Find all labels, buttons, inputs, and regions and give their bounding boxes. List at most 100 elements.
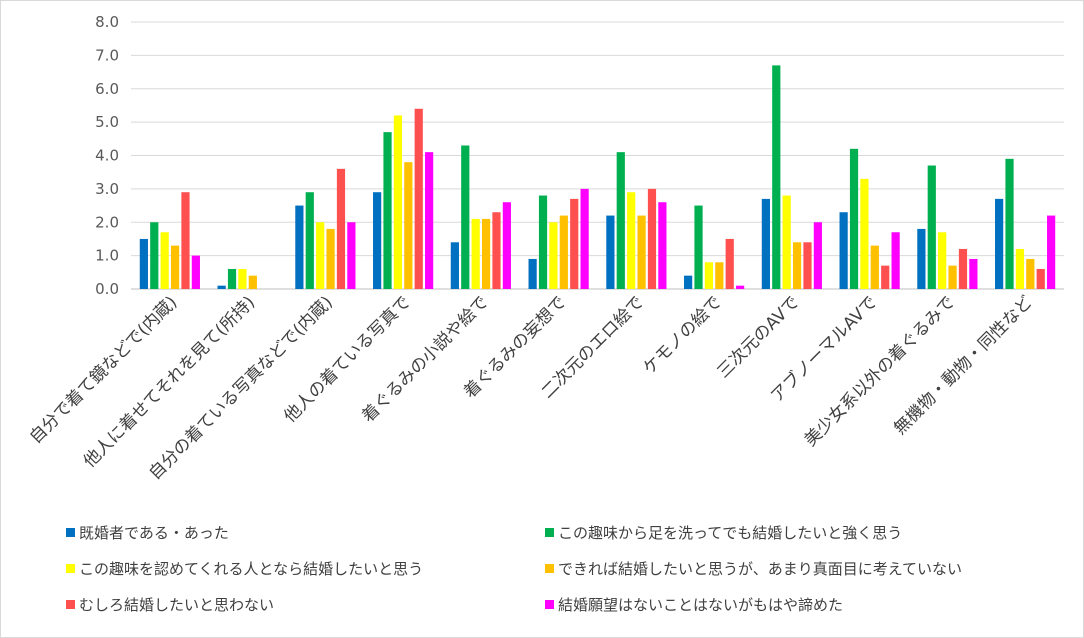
y-tick-label: 5.0 — [95, 113, 119, 131]
bar-series-4 — [792, 242, 802, 289]
bar-series-1 — [139, 238, 148, 289]
bar-series-4 — [326, 228, 335, 289]
bar-series-3 — [238, 268, 247, 289]
bar-series-1 — [373, 192, 382, 289]
y-tick-label: 6.0 — [95, 80, 119, 98]
bar-series-1 — [295, 205, 304, 289]
bar-series-2 — [694, 205, 703, 289]
bar-series-3 — [938, 232, 947, 289]
bar-series-6 — [736, 285, 745, 289]
bar-series-4 — [248, 275, 257, 289]
bar-series-5 — [492, 212, 501, 289]
bar-series-1 — [839, 212, 848, 289]
bar-series-3 — [704, 262, 714, 289]
bar-series-3 — [316, 222, 325, 289]
bar-series-2 — [772, 65, 781, 289]
bar-series-5 — [570, 198, 579, 289]
bar-series-1 — [450, 242, 459, 289]
bar-series-2 — [227, 268, 237, 289]
bar-series-1 — [528, 258, 537, 289]
bar-series-2 — [150, 222, 159, 289]
gridlines — [131, 21, 1064, 290]
bar-series-1 — [606, 215, 615, 289]
category-label: 自分で着て鏡などで(内蔵) — [26, 292, 182, 448]
bar-series-1 — [761, 198, 770, 289]
bar-series-4 — [170, 245, 180, 289]
legend-label: 結婚願望はないことはないがもはや諦めた — [558, 596, 843, 614]
bar-series-2 — [1005, 158, 1014, 289]
bar-series-6 — [658, 202, 667, 289]
y-axis-ticks: 0.0 1.0 2.0 3.0 4.0 5.0 6.0 7.0 8.0 — [95, 13, 119, 298]
bar-series-5 — [881, 265, 890, 289]
bar-series-5 — [803, 242, 812, 289]
legend-label: 既婚者である・あった — [79, 524, 229, 542]
bar-series-5 — [725, 238, 734, 289]
bar-series-3 — [160, 232, 169, 289]
bar-series-4 — [870, 245, 879, 289]
bar-series-5 — [414, 108, 423, 290]
bar-series-6 — [191, 255, 200, 289]
category-label: 美少女系以外の着ぐるみで — [801, 292, 959, 450]
bar-series-6 — [347, 222, 356, 289]
bar-series-3 — [1015, 248, 1025, 289]
y-tick-label: 4.0 — [95, 147, 119, 165]
bars — [139, 65, 1056, 290]
bar-series-6 — [580, 188, 589, 289]
bar-series-3 — [782, 195, 791, 289]
legend-label: この趣味から足を洗ってでも結婚したいと強く思う — [558, 524, 902, 542]
bar-series-2 — [849, 148, 859, 289]
bar-series-6 — [1047, 215, 1056, 289]
bar-series-1 — [684, 275, 693, 289]
bar-series-4 — [715, 262, 724, 289]
legend-swatch — [66, 528, 75, 537]
bar-series-2 — [383, 132, 392, 289]
bar-series-1 — [917, 228, 926, 289]
bar-series-6 — [969, 258, 978, 289]
bar-series-1 — [995, 198, 1004, 289]
bar-series-4 — [404, 162, 413, 289]
bar-series-2 — [538, 195, 548, 289]
bar-series-5 — [336, 168, 346, 289]
bar-series-5 — [181, 192, 190, 289]
legend: 既婚者である・あった この趣味から足を洗ってでも結婚したいと強く思うこの趣味を認め… — [66, 524, 962, 614]
bar-series-2 — [305, 192, 314, 289]
bar-series-5 — [647, 188, 657, 289]
bar-series-4 — [637, 215, 646, 289]
legend-swatch — [545, 600, 554, 609]
y-tick-label: 0.0 — [95, 280, 119, 298]
legend-label: むしろ結婚したいと思わない — [79, 596, 274, 614]
bar-series-3 — [471, 218, 480, 289]
legend-label: この趣味を認めてくれる人となら結婚したいと思う — [79, 560, 423, 578]
legend-swatch — [545, 528, 554, 537]
bar-series-6 — [425, 152, 434, 289]
bar-series-4 — [559, 215, 568, 289]
legend-label: できれば結婚したいと思うが、あまり真面目に考えていない — [558, 560, 962, 578]
bar-series-5 — [958, 248, 968, 289]
category-label: ケモノの絵で — [639, 292, 725, 378]
bar-series-5 — [1036, 268, 1045, 289]
bar-series-3 — [393, 115, 403, 289]
bar-series-2 — [927, 165, 936, 289]
bar-series-3 — [627, 192, 636, 289]
legend-swatch — [66, 600, 75, 609]
y-tick-label: 1.0 — [95, 247, 119, 265]
y-tick-label: 3.0 — [95, 180, 119, 198]
bar-series-4 — [1026, 258, 1035, 289]
category-label: 無機物・動物・同性など — [890, 292, 1036, 438]
bar-series-6 — [891, 232, 900, 289]
bar-series-4 — [948, 265, 957, 289]
bar-series-1 — [217, 285, 226, 289]
legend-swatch — [66, 564, 75, 573]
y-tick-label: 7.0 — [95, 46, 119, 64]
bar-series-3 — [549, 222, 558, 289]
y-tick-label: 2.0 — [95, 213, 119, 231]
bar-series-3 — [860, 178, 869, 289]
bar-series-6 — [502, 202, 511, 289]
y-tick-label: 8.0 — [95, 13, 119, 31]
legend-swatch — [545, 564, 554, 573]
bar-series-4 — [481, 218, 491, 289]
bar-series-2 — [461, 145, 470, 289]
x-axis-labels: 自分で着て鏡などで(内蔵)他人に着せてそれを見て(所持)自分の着ている写真などで… — [26, 292, 1037, 484]
